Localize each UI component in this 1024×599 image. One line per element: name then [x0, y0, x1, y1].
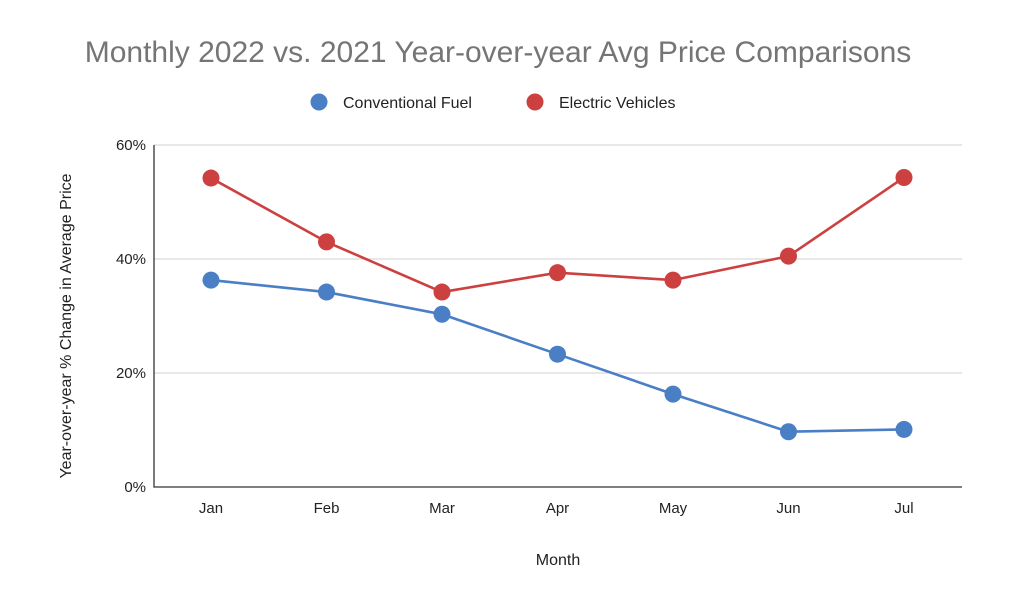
- data-point[interactable]: [780, 423, 797, 441]
- data-point[interactable]: [549, 264, 566, 282]
- x-tick-label: May: [659, 500, 688, 517]
- y-axis-ticks: 0% 20% 40% 60%: [116, 137, 146, 496]
- x-axis-ticks: Jan Feb Mar Apr May Jun Jul: [199, 500, 914, 517]
- data-point[interactable]: [664, 385, 682, 403]
- axis-lines: [153, 145, 962, 488]
- series-group: [202, 168, 913, 441]
- chart-title: Monthly 2022 vs. 2021 Year-over-year Avg…: [85, 36, 912, 69]
- data-point[interactable]: [433, 283, 451, 301]
- data-point[interactable]: [202, 271, 220, 289]
- data-point[interactable]: [202, 169, 220, 187]
- x-tick-label: Jun: [776, 500, 800, 517]
- data-point[interactable]: [318, 283, 335, 301]
- y-axis-title: Year-over-year % Change in Average Price: [58, 173, 75, 478]
- y-tick-label: 0%: [124, 479, 146, 496]
- legend-item[interactable]: Conventional Fuel: [310, 93, 472, 113]
- y-tick-label: 60%: [116, 137, 146, 154]
- x-tick-label: Jan: [199, 500, 223, 517]
- x-tick-label: Apr: [546, 500, 569, 517]
- x-tick-label: Mar: [429, 500, 455, 517]
- data-point[interactable]: [895, 420, 913, 438]
- x-tick-label: Feb: [314, 500, 340, 517]
- legend-label: Electric Vehicles: [559, 95, 676, 112]
- legend-item[interactable]: Electric Vehicles: [526, 93, 676, 113]
- data-point[interactable]: [433, 305, 451, 323]
- legend-marker-icon: [526, 93, 544, 111]
- series-electric-vehicles: [202, 168, 913, 301]
- gridlines: [154, 144, 962, 374]
- legend-label: Conventional Fuel: [343, 95, 472, 112]
- legend-marker-icon: [310, 93, 328, 111]
- y-tick-label: 40%: [116, 251, 146, 268]
- x-tick-label: Jul: [894, 500, 913, 517]
- data-point[interactable]: [664, 271, 682, 289]
- data-point[interactable]: [549, 345, 566, 363]
- legend: Conventional Fuel Electric Vehicles: [310, 93, 676, 113]
- x-axis-title: Month: [536, 552, 580, 569]
- series-conventional-fuel: [202, 271, 913, 441]
- data-point[interactable]: [780, 247, 797, 265]
- data-point[interactable]: [895, 168, 913, 186]
- y-tick-label: 20%: [116, 365, 146, 382]
- data-point[interactable]: [318, 233, 335, 251]
